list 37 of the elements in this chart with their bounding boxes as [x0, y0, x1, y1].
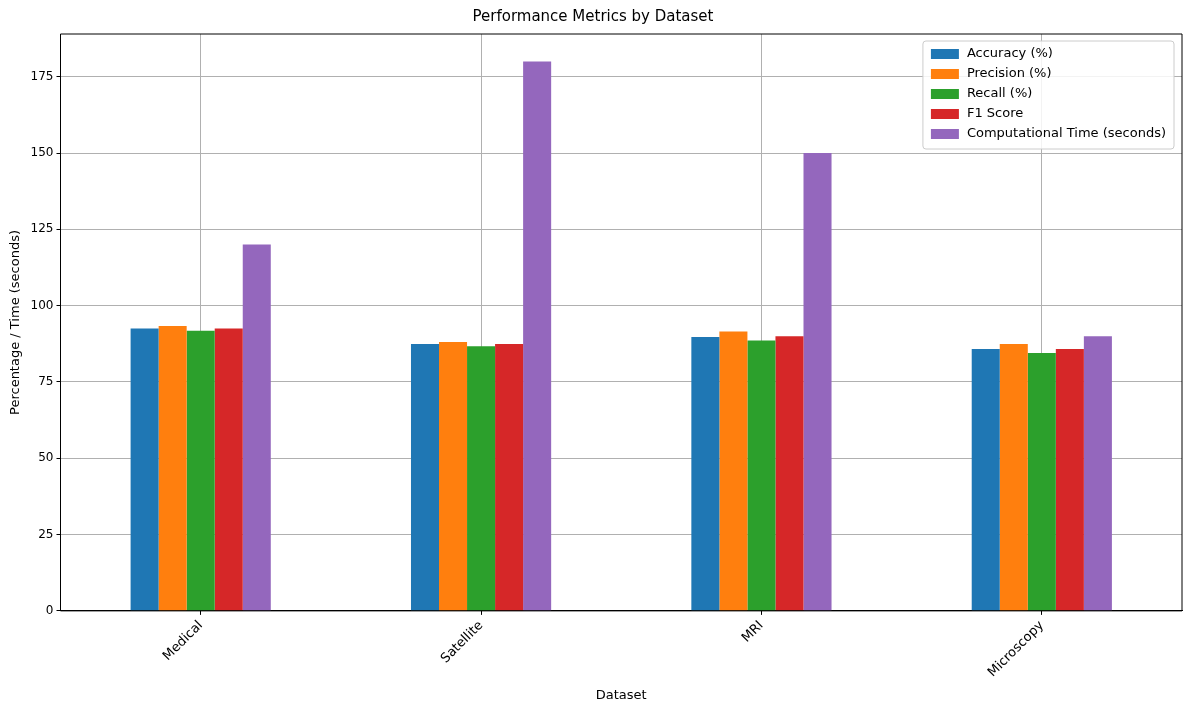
bar	[439, 341, 468, 611]
bar	[523, 61, 552, 611]
bar	[747, 340, 776, 611]
bar	[214, 328, 243, 611]
bar	[999, 344, 1028, 611]
y-tick-label: 50	[38, 450, 54, 465]
bar	[775, 336, 804, 611]
y-tick-label: 100	[30, 297, 54, 312]
y-tick-label: 125	[30, 221, 54, 236]
legend-label: Computational Time (seconds)	[966, 125, 1167, 141]
bar	[186, 330, 215, 611]
bar	[971, 349, 1000, 611]
y-tick-label: 25	[38, 526, 54, 541]
legend-label: Accuracy (%)	[966, 45, 1053, 61]
bar	[1055, 349, 1084, 611]
legend-label: F1 Score	[966, 105, 1024, 121]
bar	[467, 346, 496, 611]
bar	[1083, 336, 1112, 611]
y-tick-label: 0	[45, 603, 54, 618]
y-axis-title: Percentage / Time (seconds)	[7, 229, 23, 415]
bar	[803, 153, 832, 611]
x-tick-label: MRI	[738, 617, 766, 645]
bar	[495, 344, 524, 611]
bar	[242, 244, 271, 611]
x-axis-title: Dataset	[595, 686, 647, 702]
bar	[719, 331, 748, 611]
legend-label: Precision (%)	[966, 65, 1052, 81]
y-tick-label: 75	[38, 374, 54, 389]
legend-label: Recall (%)	[966, 85, 1033, 101]
bar	[1027, 352, 1056, 611]
bar	[410, 344, 440, 611]
bar	[130, 328, 159, 611]
bar	[158, 326, 187, 611]
y-tick-label: 150	[30, 145, 54, 160]
bar	[691, 337, 720, 611]
y-tick-label: 175	[30, 68, 54, 83]
chart-title: Performance Metrics by Dataset	[472, 6, 714, 25]
